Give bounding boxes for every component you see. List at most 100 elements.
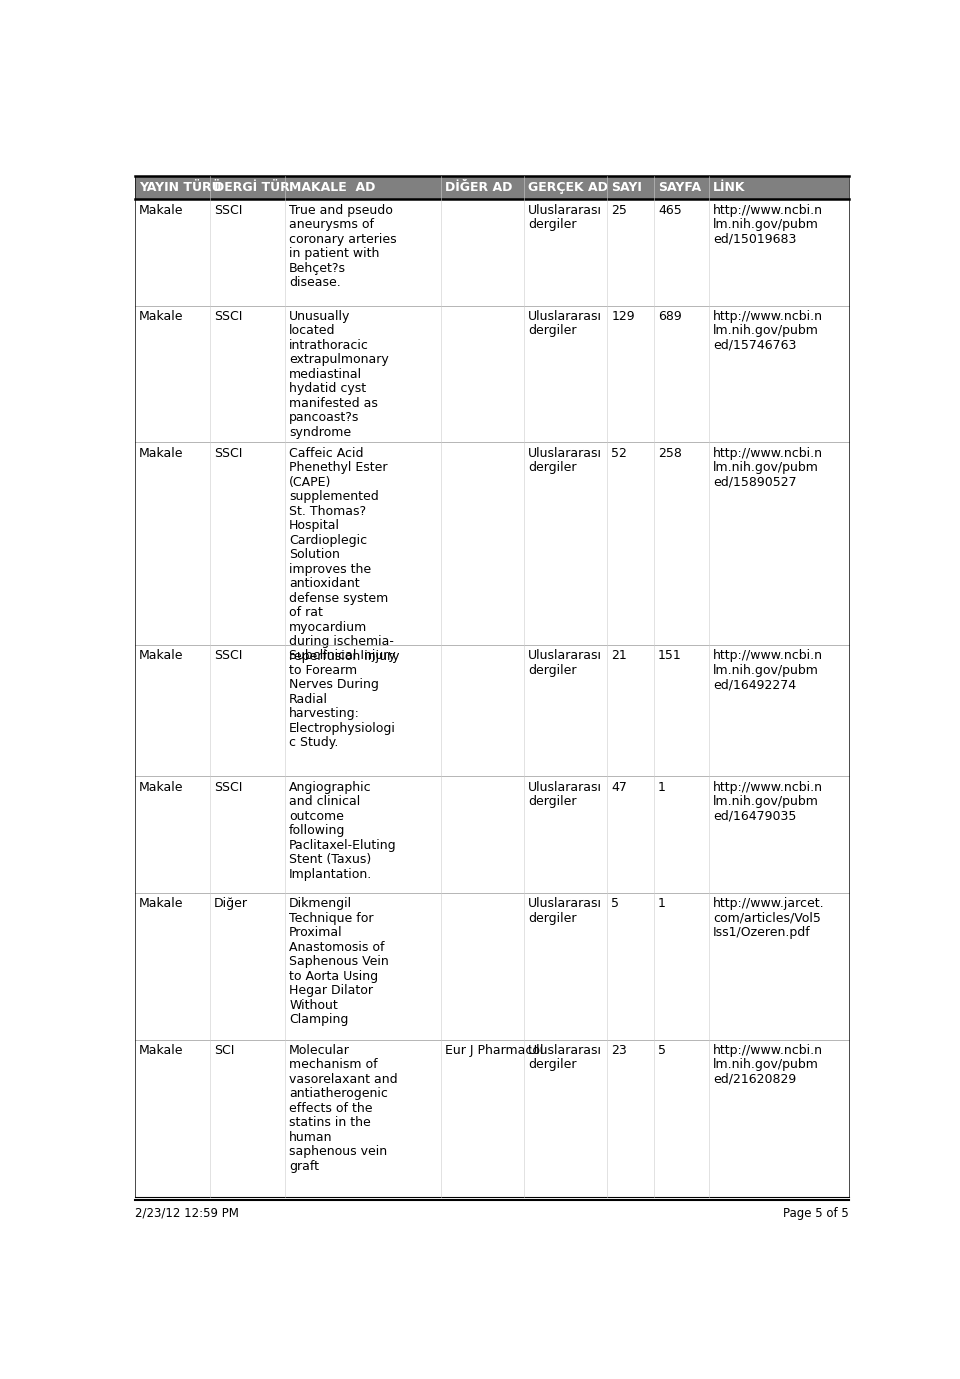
Bar xyxy=(285,645,442,776)
Bar xyxy=(210,892,285,1040)
Bar xyxy=(655,443,709,645)
Text: Diğer: Diğer xyxy=(214,898,248,910)
Bar xyxy=(608,443,655,645)
Bar xyxy=(285,443,442,645)
Text: Makale: Makale xyxy=(139,204,183,217)
Text: 1: 1 xyxy=(659,781,666,794)
Text: http://www.jarcet.
com/articles/Vol5
Iss1/Ozeren.pdf: http://www.jarcet. com/articles/Vol5 Iss… xyxy=(713,898,825,939)
Text: http://www.ncbi.n
lm.nih.gov/pubm
ed/16492274: http://www.ncbi.n lm.nih.gov/pubm ed/164… xyxy=(713,650,823,691)
Bar xyxy=(135,776,210,892)
Bar xyxy=(709,177,849,200)
Text: DERGİ TÜR: DERGİ TÜR xyxy=(214,181,290,194)
Bar xyxy=(285,200,442,306)
Text: Eur J Pharmacol: Eur J Pharmacol xyxy=(445,1044,543,1056)
Bar xyxy=(135,306,210,443)
Bar xyxy=(655,892,709,1040)
Bar xyxy=(608,1040,655,1197)
Text: 23: 23 xyxy=(612,1044,627,1056)
Text: DİĞER AD: DİĞER AD xyxy=(445,181,513,194)
Text: 1: 1 xyxy=(659,898,666,910)
Bar xyxy=(285,177,442,200)
Text: True and pseudo
aneurysms of
coronary arteries
in patient with
Behçet?s
disease.: True and pseudo aneurysms of coronary ar… xyxy=(289,204,396,290)
Bar xyxy=(709,306,849,443)
Bar xyxy=(524,892,608,1040)
Bar xyxy=(524,645,608,776)
Text: MAKALE  AD: MAKALE AD xyxy=(289,181,375,194)
Bar xyxy=(655,776,709,892)
Text: Makale: Makale xyxy=(139,1044,183,1056)
Bar xyxy=(709,200,849,306)
Bar xyxy=(524,177,608,200)
Bar xyxy=(135,443,210,645)
Text: Uluslararası
dergiler: Uluslararası dergiler xyxy=(528,447,602,474)
Bar xyxy=(655,200,709,306)
Bar xyxy=(285,306,442,443)
Text: 21: 21 xyxy=(612,650,627,662)
Text: Dikmengil
Technique for
Proximal
Anastomosis of
Saphenous Vein
to Aorta Using
He: Dikmengil Technique for Proximal Anastom… xyxy=(289,898,389,1026)
Text: SSCI: SSCI xyxy=(214,781,243,794)
Text: http://www.ncbi.n
lm.nih.gov/pubm
ed/15890527: http://www.ncbi.n lm.nih.gov/pubm ed/158… xyxy=(713,447,823,488)
Bar xyxy=(210,306,285,443)
Bar xyxy=(442,306,524,443)
Bar xyxy=(524,306,608,443)
Text: http://www.ncbi.n
lm.nih.gov/pubm
ed/15019683: http://www.ncbi.n lm.nih.gov/pubm ed/150… xyxy=(713,204,823,245)
Bar xyxy=(442,443,524,645)
Text: GERÇEK AD: GERÇEK AD xyxy=(528,181,608,194)
Bar xyxy=(135,200,210,306)
Text: Molecular
mechanism of
vasorelaxant and
antiatherogenic
effects of the
statins i: Molecular mechanism of vasorelaxant and … xyxy=(289,1044,397,1172)
Text: 5: 5 xyxy=(659,1044,666,1056)
Text: Uluslararası
dergiler: Uluslararası dergiler xyxy=(528,1044,602,1071)
Bar xyxy=(210,1040,285,1197)
Bar xyxy=(709,892,849,1040)
Bar xyxy=(285,892,442,1040)
Bar xyxy=(135,892,210,1040)
Text: SSCI: SSCI xyxy=(214,204,243,217)
Text: http://www.ncbi.n
lm.nih.gov/pubm
ed/16479035: http://www.ncbi.n lm.nih.gov/pubm ed/164… xyxy=(713,781,823,823)
Bar xyxy=(442,1040,524,1197)
Bar xyxy=(442,200,524,306)
Text: SSCI: SSCI xyxy=(214,310,243,323)
Bar xyxy=(524,443,608,645)
Bar xyxy=(135,1040,210,1197)
Bar xyxy=(608,892,655,1040)
Bar xyxy=(285,1040,442,1197)
Text: SSCI: SSCI xyxy=(214,650,243,662)
Text: 52: 52 xyxy=(612,447,627,459)
Text: Uluslararası
dergiler: Uluslararası dergiler xyxy=(528,650,602,677)
Bar xyxy=(709,645,849,776)
Text: Makale: Makale xyxy=(139,310,183,323)
Text: Makale: Makale xyxy=(139,781,183,794)
Text: Uluslararası
dergiler: Uluslararası dergiler xyxy=(528,204,602,232)
Text: Makale: Makale xyxy=(139,898,183,910)
Bar xyxy=(524,776,608,892)
Text: LİNK: LİNK xyxy=(713,181,746,194)
Text: SCI: SCI xyxy=(214,1044,234,1056)
Bar xyxy=(655,177,709,200)
Bar xyxy=(442,645,524,776)
Bar xyxy=(709,1040,849,1197)
Text: Caffeic Acid
Phenethyl Ester
(CAPE)
supplemented
St. Thomas?
Hospital
Cardiopleg: Caffeic Acid Phenethyl Ester (CAPE) supp… xyxy=(289,447,399,662)
Text: Unusually
located
intrathoracic
extrapulmonary
mediastinal
hydatid cyst
manifest: Unusually located intrathoracic extrapul… xyxy=(289,310,389,439)
Text: 129: 129 xyxy=(612,310,635,323)
Bar xyxy=(608,645,655,776)
Bar xyxy=(210,200,285,306)
Bar xyxy=(655,1040,709,1197)
Bar xyxy=(135,645,210,776)
Text: 258: 258 xyxy=(659,447,682,459)
Bar xyxy=(442,177,524,200)
Text: Uluslararası
dergiler: Uluslararası dergiler xyxy=(528,781,602,808)
Bar xyxy=(285,776,442,892)
Text: Uluslararası
dergiler: Uluslararası dergiler xyxy=(528,898,602,924)
Text: 25: 25 xyxy=(612,204,627,217)
Bar xyxy=(135,177,210,200)
Bar xyxy=(655,645,709,776)
Text: 2/23/12 12:59 PM: 2/23/12 12:59 PM xyxy=(135,1207,239,1219)
Text: http://www.ncbi.n
lm.nih.gov/pubm
ed/21620829: http://www.ncbi.n lm.nih.gov/pubm ed/216… xyxy=(713,1044,823,1085)
Text: 689: 689 xyxy=(659,310,682,323)
Bar xyxy=(442,892,524,1040)
Text: Makale: Makale xyxy=(139,650,183,662)
Bar xyxy=(608,177,655,200)
Text: http://www.ncbi.n
lm.nih.gov/pubm
ed/15746763: http://www.ncbi.n lm.nih.gov/pubm ed/157… xyxy=(713,310,823,352)
Bar xyxy=(608,200,655,306)
Bar xyxy=(709,443,849,645)
